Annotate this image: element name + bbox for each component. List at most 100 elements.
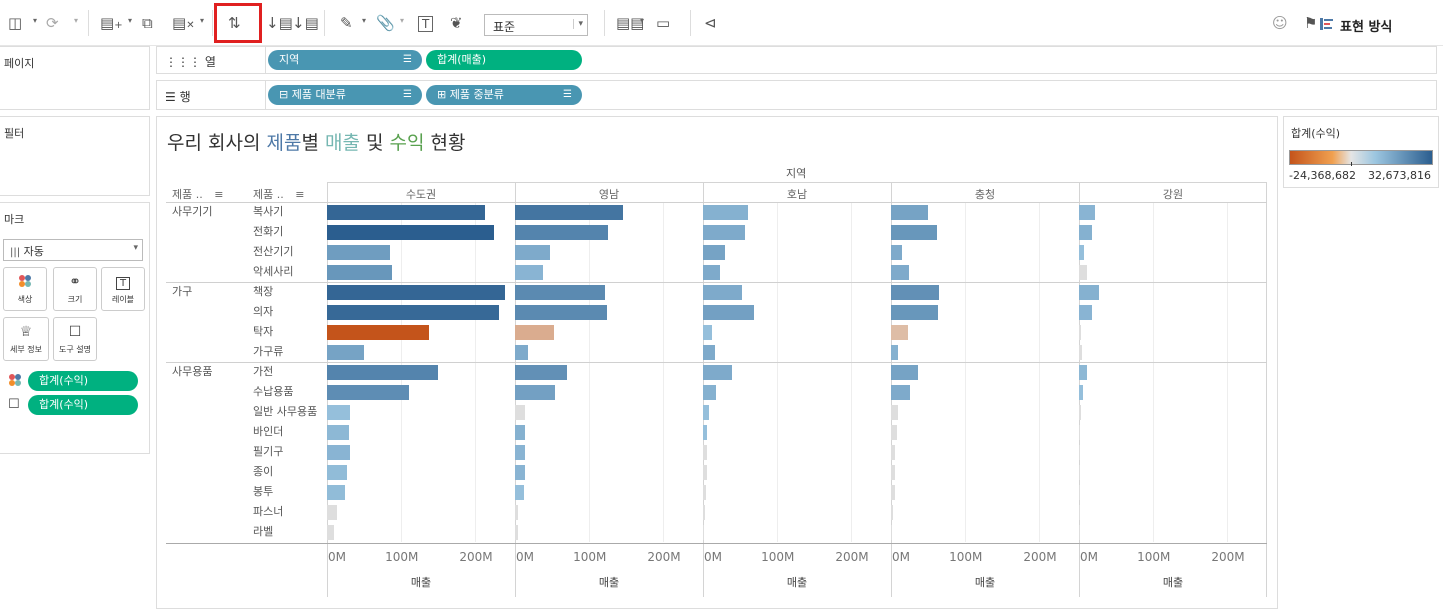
bar[interactable]	[891, 325, 909, 340]
bar[interactable]	[891, 425, 897, 440]
bar[interactable]	[891, 505, 894, 520]
subcategory-label[interactable]: 바인더	[253, 425, 284, 438]
refresh-icon[interactable]: ⟳	[46, 14, 59, 32]
subcategory-label[interactable]: 필기구	[253, 445, 284, 458]
bar[interactable]	[327, 345, 365, 360]
region-header[interactable]: 영남	[598, 188, 620, 201]
bar[interactable]	[1079, 285, 1100, 300]
bar[interactable]	[327, 265, 393, 280]
bar[interactable]	[515, 365, 567, 380]
bar[interactable]	[891, 285, 940, 300]
region-header[interactable]: 충청	[974, 188, 996, 201]
fix-axes-icon[interactable]: ❦	[450, 14, 463, 32]
bar[interactable]	[703, 345, 715, 360]
bar[interactable]	[515, 425, 525, 440]
subcategory-header[interactable]: 제품 .. ≡	[253, 188, 305, 201]
category-label[interactable]: 사무기기	[172, 205, 213, 218]
clear-sheet-dropdown-icon[interactable]: ▾	[200, 16, 205, 25]
bar[interactable]	[703, 525, 705, 540]
bar[interactable]	[891, 265, 909, 280]
color-button[interactable]: 색상	[3, 267, 47, 311]
bar[interactable]	[891, 345, 899, 360]
region-header[interactable]: 수도권	[405, 188, 437, 201]
group-dropdown-icon[interactable]: ▾	[400, 16, 405, 25]
bar[interactable]	[515, 285, 606, 300]
bar[interactable]	[703, 225, 745, 240]
subcategory-label[interactable]: 가전	[253, 365, 274, 378]
bar[interactable]	[891, 205, 929, 220]
bar[interactable]	[891, 365, 919, 380]
bar[interactable]	[703, 485, 706, 500]
bar[interactable]	[703, 305, 755, 320]
refresh-dropdown-icon[interactable]: ▾	[74, 16, 79, 25]
bar[interactable]	[703, 405, 709, 420]
bar[interactable]	[327, 205, 485, 220]
signpost-icon[interactable]: ⚑	[1304, 14, 1318, 32]
bar[interactable]	[327, 525, 334, 540]
bar[interactable]	[327, 485, 345, 500]
region-header[interactable]: 호남	[786, 188, 808, 201]
label-button[interactable]: T 레이블	[101, 267, 145, 311]
subcategory-label[interactable]: 의자	[253, 305, 274, 318]
category-row-pill[interactable]: ⊟ 제품 대분류 ☰	[268, 85, 422, 105]
color-legend[interactable]: 합계(수익) -24,368,682 32,673,816	[1283, 116, 1439, 188]
data-source-dropdown-icon[interactable]: ▾	[33, 16, 38, 25]
category-header[interactable]: 제품 .. ≡	[172, 188, 224, 201]
subcategory-label[interactable]: 수납용품	[253, 385, 294, 398]
share-icon[interactable]: ⊲	[704, 14, 717, 32]
bar[interactable]	[327, 505, 337, 520]
highlight-dropdown-icon[interactable]: ▾	[362, 16, 367, 25]
bar[interactable]	[703, 365, 732, 380]
bar[interactable]	[515, 225, 609, 240]
bar[interactable]	[1079, 225, 1093, 240]
rows-shelf[interactable]: ☰ 행 ⊟ 제품 대분류 ☰ ⊞ 제품 중분류 ☰	[156, 80, 1437, 110]
bar[interactable]	[515, 485, 524, 500]
subcategory-label[interactable]: 종이	[253, 465, 274, 478]
show-me-button[interactable]: 표현 방식	[1320, 16, 1392, 35]
bar[interactable]	[891, 485, 895, 500]
bar[interactable]	[515, 265, 544, 280]
columns-shelf[interactable]: ⋮⋮⋮ 열 지역 ☰ 합계(매출)	[156, 46, 1437, 74]
axis-title[interactable]: 매출	[410, 576, 432, 589]
sales-column-pill[interactable]: 합계(매출)	[426, 50, 582, 70]
bar[interactable]	[327, 445, 350, 460]
bar[interactable]	[1079, 245, 1085, 260]
bar[interactable]	[515, 505, 518, 520]
pages-shelf[interactable]: 페이지	[0, 46, 150, 110]
bar[interactable]	[327, 285, 505, 300]
bar[interactable]	[1079, 345, 1082, 360]
bar[interactable]	[1079, 505, 1080, 520]
subcategory-label[interactable]: 파스너	[253, 505, 284, 518]
region-header[interactable]: 강원	[1162, 188, 1184, 201]
bar[interactable]	[703, 285, 743, 300]
bar[interactable]	[891, 405, 899, 420]
bar[interactable]	[1079, 365, 1088, 380]
bar[interactable]	[703, 445, 708, 460]
bar[interactable]	[703, 265, 721, 280]
bar[interactable]	[1079, 305, 1093, 320]
axis-title[interactable]: 매출	[786, 576, 808, 589]
bar[interactable]	[891, 305, 938, 320]
bar[interactable]	[1079, 325, 1082, 340]
group-members-icon[interactable]: 📎	[376, 14, 395, 32]
subcategory-label[interactable]: 탁자	[253, 325, 274, 338]
subcategory-label[interactable]: 봉투	[253, 485, 274, 498]
bar[interactable]	[515, 445, 526, 460]
bar[interactable]	[327, 225, 494, 240]
duplicate-sheet-icon[interactable]: ⧉	[142, 14, 153, 32]
bar[interactable]	[327, 405, 350, 420]
bar[interactable]	[327, 465, 348, 480]
subcategory-label[interactable]: 책장	[253, 285, 274, 298]
bar[interactable]	[703, 465, 708, 480]
bar[interactable]	[515, 345, 529, 360]
bar[interactable]	[891, 445, 896, 460]
bar[interactable]	[515, 245, 550, 260]
category-label[interactable]: 가구	[172, 285, 193, 298]
fit-select[interactable]: 표준 ▾	[484, 14, 588, 36]
axis-title[interactable]: 매출	[1162, 576, 1184, 589]
subcategory-label[interactable]: 라벨	[253, 525, 274, 538]
axis-title[interactable]: 매출	[598, 576, 620, 589]
bar[interactable]	[327, 325, 430, 340]
bar[interactable]	[703, 505, 706, 520]
bar[interactable]	[891, 385, 911, 400]
